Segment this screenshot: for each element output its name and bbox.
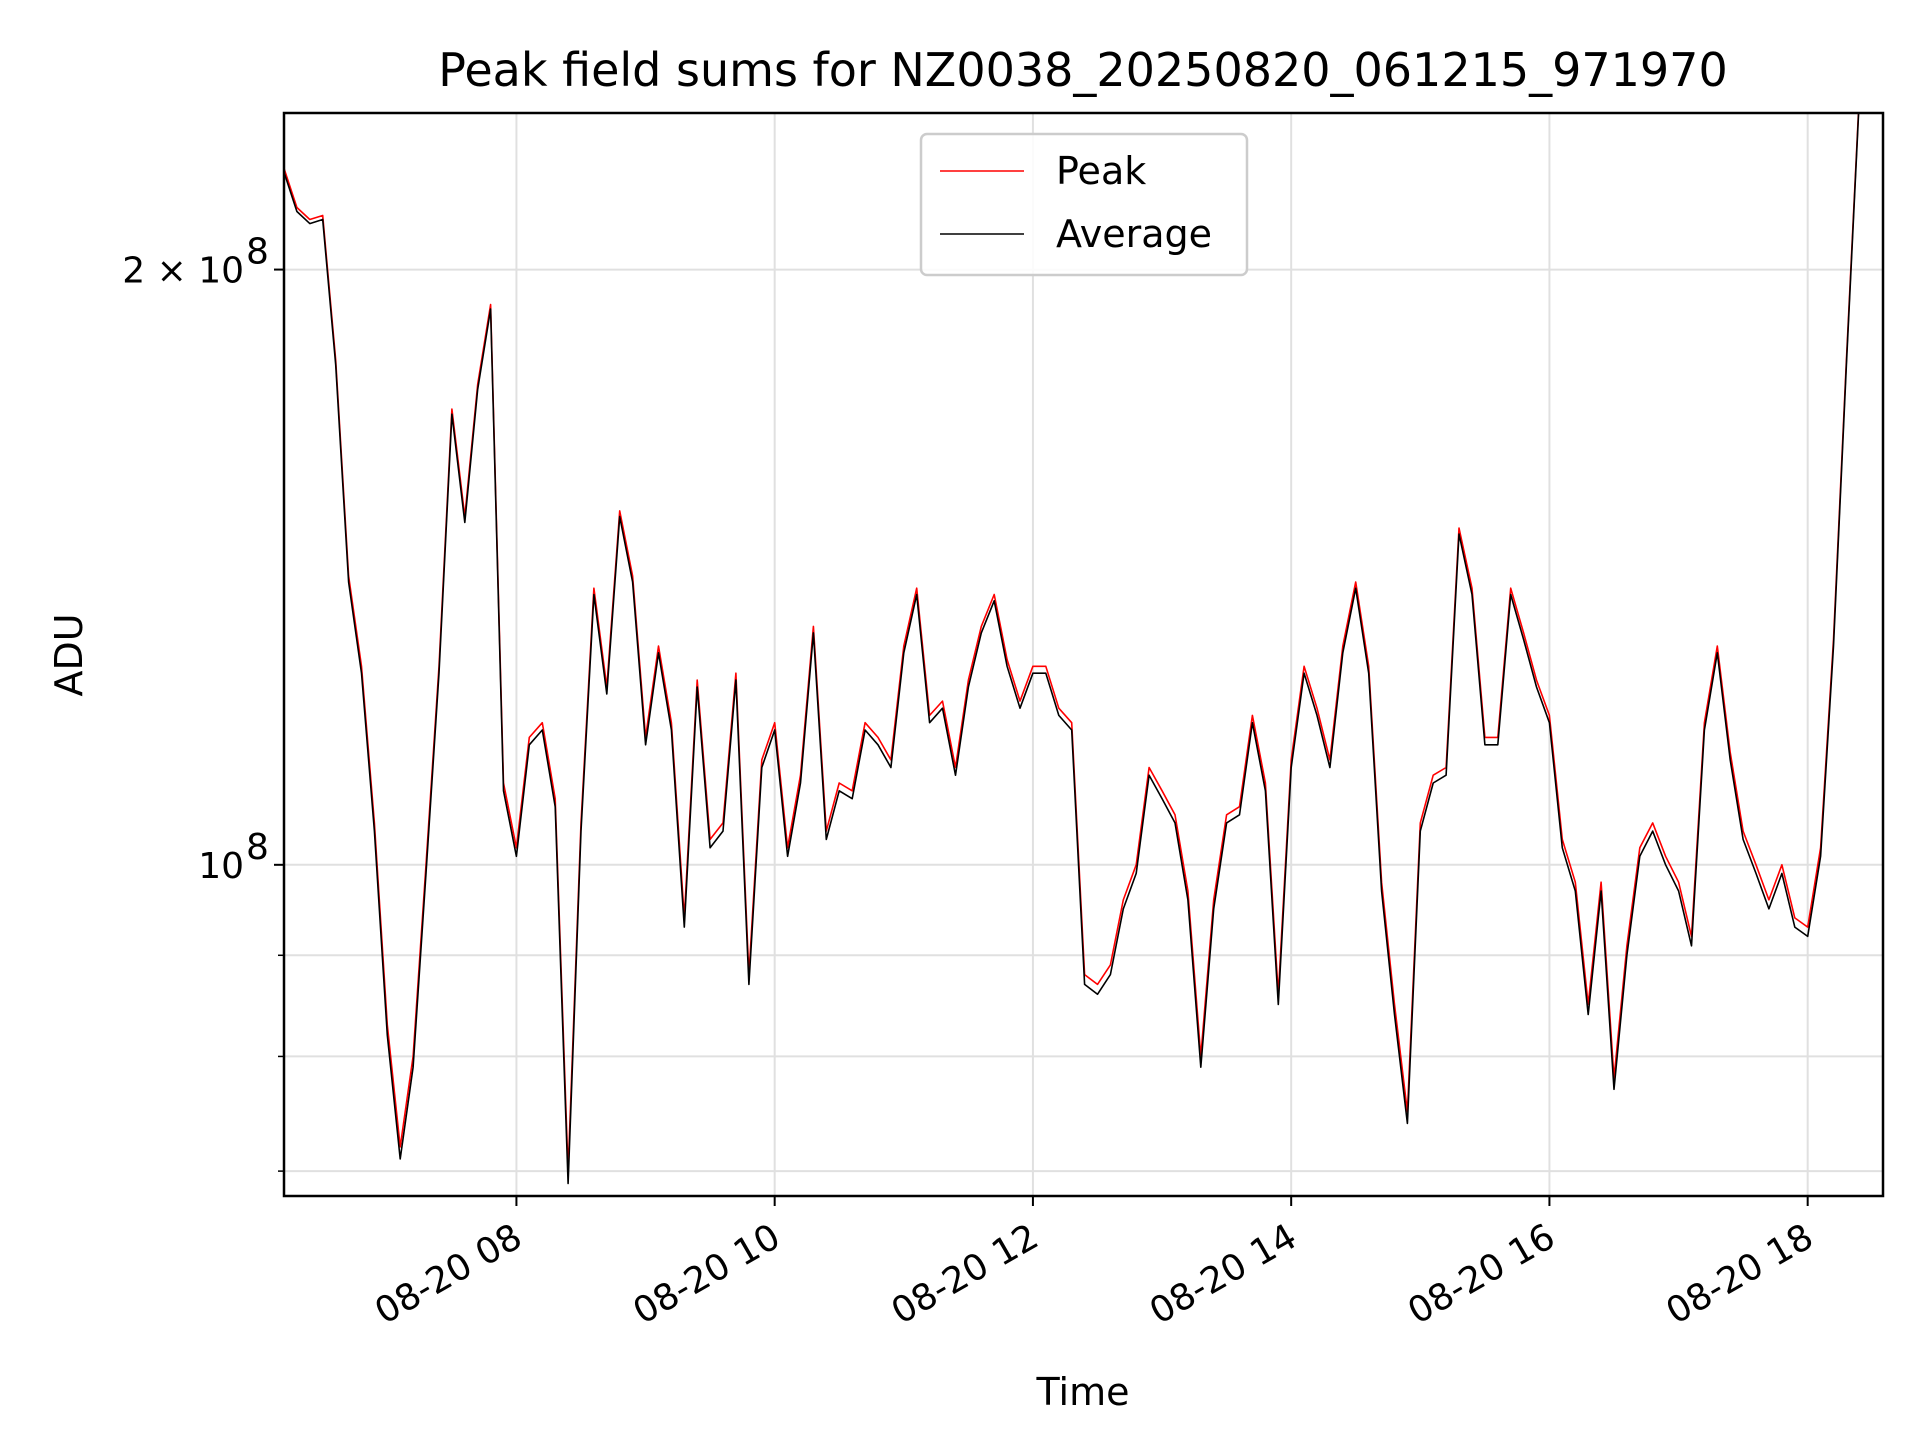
plot-frame bbox=[282, 111, 1885, 1198]
y-axis: 10 82 × 10 8 bbox=[122, 232, 284, 1172]
series-lines bbox=[284, 113, 1860, 1185]
chart-title: Peak field sums for NZ0038_20250820_0612… bbox=[438, 43, 1727, 97]
y-tick-exponent: 8 bbox=[246, 232, 269, 273]
series-line-peak bbox=[284, 113, 1860, 1172]
y-axis-label: ADU bbox=[47, 613, 91, 696]
y-tick-exponent: 8 bbox=[246, 827, 269, 868]
x-axis-label: Time bbox=[1036, 1370, 1130, 1414]
legend: Peak Average bbox=[919, 132, 1249, 277]
legend-label-average: Average bbox=[1056, 212, 1212, 256]
legend-box bbox=[919, 132, 1249, 277]
y-tick-label: 2 × 10 bbox=[122, 251, 244, 292]
series-line-average bbox=[284, 113, 1860, 1185]
legend-label-peak: Peak bbox=[1056, 149, 1146, 193]
y-tick-label: 10 bbox=[198, 846, 244, 887]
